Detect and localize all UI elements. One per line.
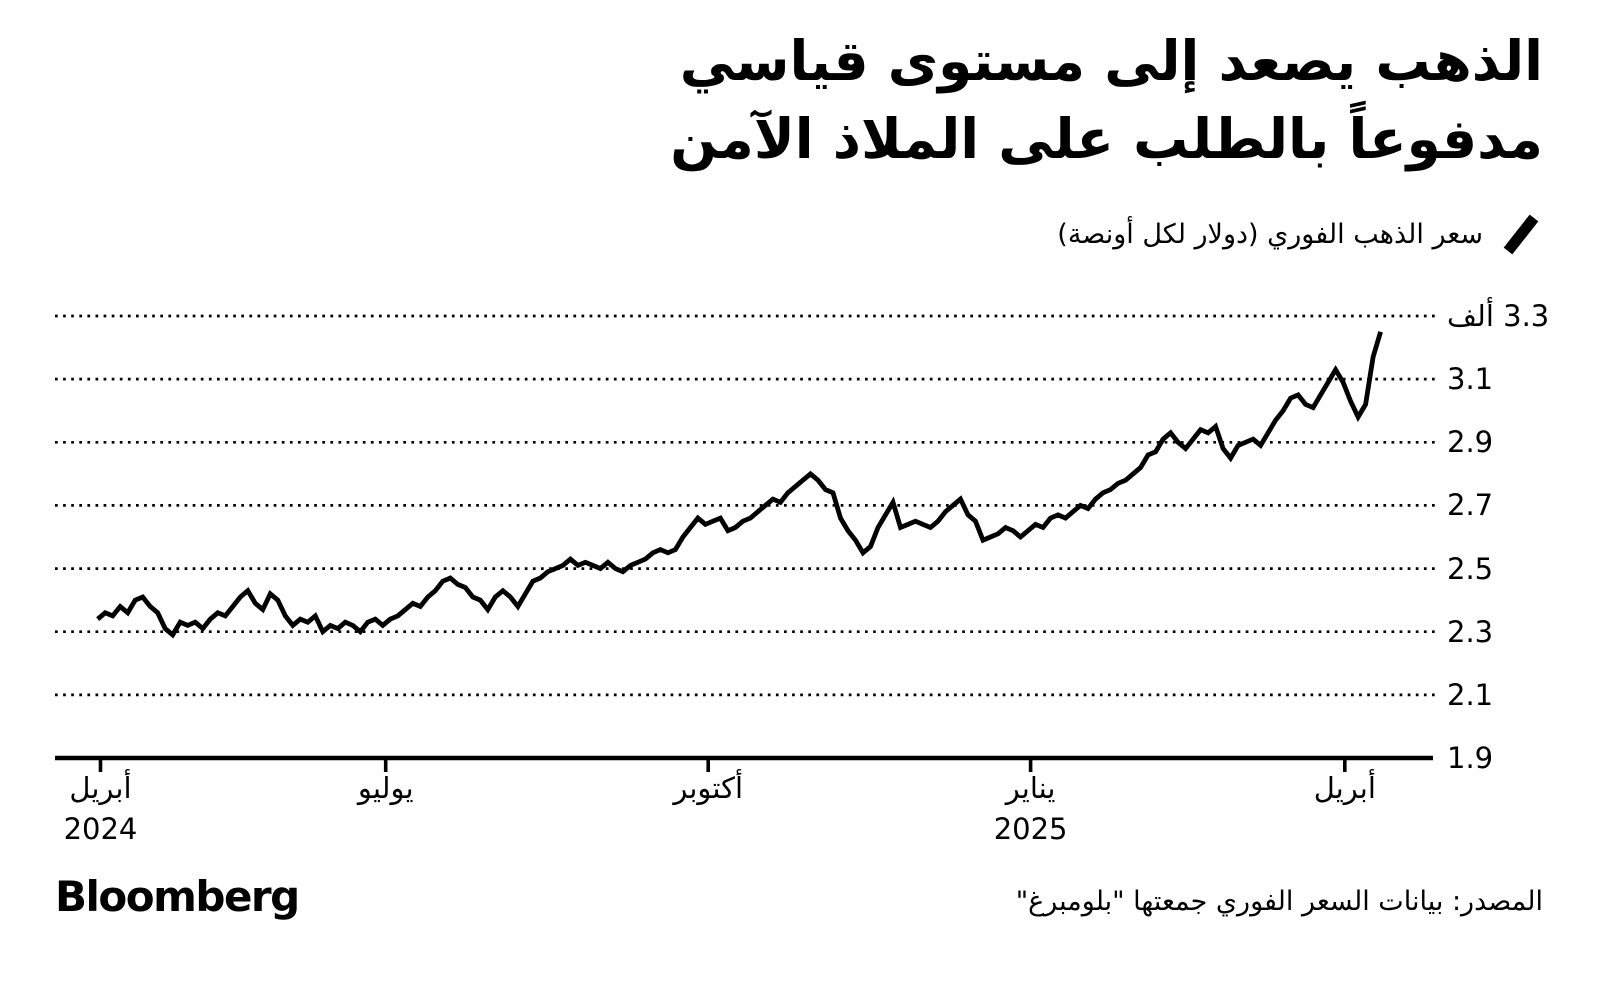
- y-axis-label: 2.9: [1447, 425, 1494, 460]
- x-axis-month-label: أكتوبر: [673, 771, 744, 805]
- gold-price-line: [96, 331, 1383, 639]
- y-axis-label: 2.1: [1447, 677, 1494, 712]
- y-axis-label: 2.3: [1447, 614, 1494, 649]
- x-axis-month-label: يناير: [1005, 771, 1056, 805]
- y-axis-label: 3.3 ألف: [1447, 299, 1550, 333]
- x-axis-year-label: 2025: [993, 812, 1068, 846]
- y-axis-label: 3.1: [1447, 362, 1494, 397]
- title-line-1: الذهب يصعد إلى مستوى قياسي: [679, 29, 1543, 93]
- chart-title: الذهب يصعد إلى مستوى قياسي مدفوعاً بالطل…: [320, 22, 1543, 178]
- x-axis-year-label: 2024: [63, 812, 138, 846]
- y-axis-label: 2.5: [1447, 551, 1494, 586]
- x-axis-month-label: أبريل: [1313, 771, 1376, 805]
- x-axis-month-label: أبريل: [69, 771, 132, 805]
- bloomberg-logo: Bloomberg: [55, 872, 300, 921]
- x-axis-month-label: يوليو: [357, 771, 414, 805]
- legend: سعر الذهب الفوري (دولار لكل أونصة): [1057, 212, 1543, 256]
- line-series-marker-icon: [1499, 212, 1543, 256]
- source-note: المصدر: بيانات السعر الفوري جمعتها "بلوم…: [1015, 886, 1543, 917]
- legend-label: سعر الذهب الفوري (دولار لكل أونصة): [1057, 218, 1483, 250]
- title-line-2: مدفوعاً بالطلب على الملاذ الآمن: [670, 107, 1543, 172]
- y-axis-label: 1.9: [1447, 741, 1494, 775]
- y-axis-label: 2.7: [1447, 488, 1494, 523]
